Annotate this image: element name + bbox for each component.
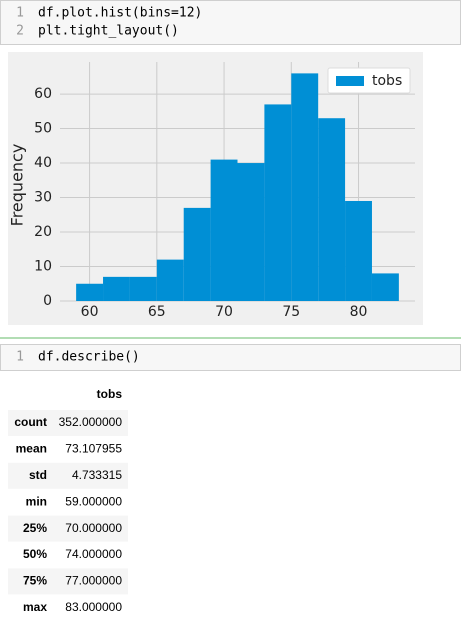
table-header: tobs [97,387,123,401]
bar [183,207,211,301]
row-index: 25% [23,521,47,535]
row-index: count [14,415,47,429]
row-index: 75% [23,574,47,588]
row-index: 50% [23,547,47,561]
row-index: max [23,600,47,614]
table-cell: 4.733315 [72,468,122,482]
table-cell: 73.107955 [65,442,122,456]
bar [210,159,238,301]
table-cell: 74.000000 [65,547,122,561]
legend-swatch [336,76,364,86]
code-cell[interactable] [0,0,461,45]
bar [103,276,130,301]
row-index: min [26,494,47,508]
table-row [8,515,128,542]
table-cell: 70.000000 [65,521,122,535]
bar [345,200,372,301]
code-line: df.plot.hist(bins=12) [38,6,202,21]
bar [291,73,319,301]
y-tick-label: 60 [34,86,52,102]
y-tick-label: 30 [34,190,52,206]
y-tick-label: 10 [34,259,52,275]
row-index: std [29,468,47,482]
bar [371,273,399,301]
y-axis-label: Frequency [8,144,27,227]
bar [76,283,104,301]
x-tick-label: 75 [282,304,300,320]
bar [237,163,265,301]
bar [318,118,346,302]
code-line: plt.tight_layout() [38,24,179,39]
bar [129,276,157,301]
code-cell[interactable] [0,344,461,371]
table-row [8,568,128,595]
x-tick-label: 65 [148,304,166,320]
code-line: df.describe() [38,350,140,365]
table-cell: 83.000000 [65,600,122,614]
line-number: 2 [16,24,24,39]
y-tick-label: 0 [43,293,52,309]
table-row [8,462,128,489]
x-tick-label: 80 [350,304,368,320]
table-cell: 77.000000 [65,574,122,588]
y-tick-label: 20 [34,224,52,240]
legend-box [327,67,411,94]
legend-label: tobs [372,73,402,89]
y-tick-label: 50 [34,121,52,137]
line-number: 1 [16,6,24,21]
y-tick-label: 40 [34,155,52,171]
bar [264,104,292,301]
x-tick-label: 70 [215,304,233,320]
line-number: 1 [16,350,24,365]
x-tick-label: 60 [81,304,99,320]
row-index: mean [16,442,47,456]
bar [156,259,184,301]
table-cell: 59.000000 [65,494,122,508]
table-row [8,410,128,436]
table-cell: 352.000000 [59,415,123,429]
